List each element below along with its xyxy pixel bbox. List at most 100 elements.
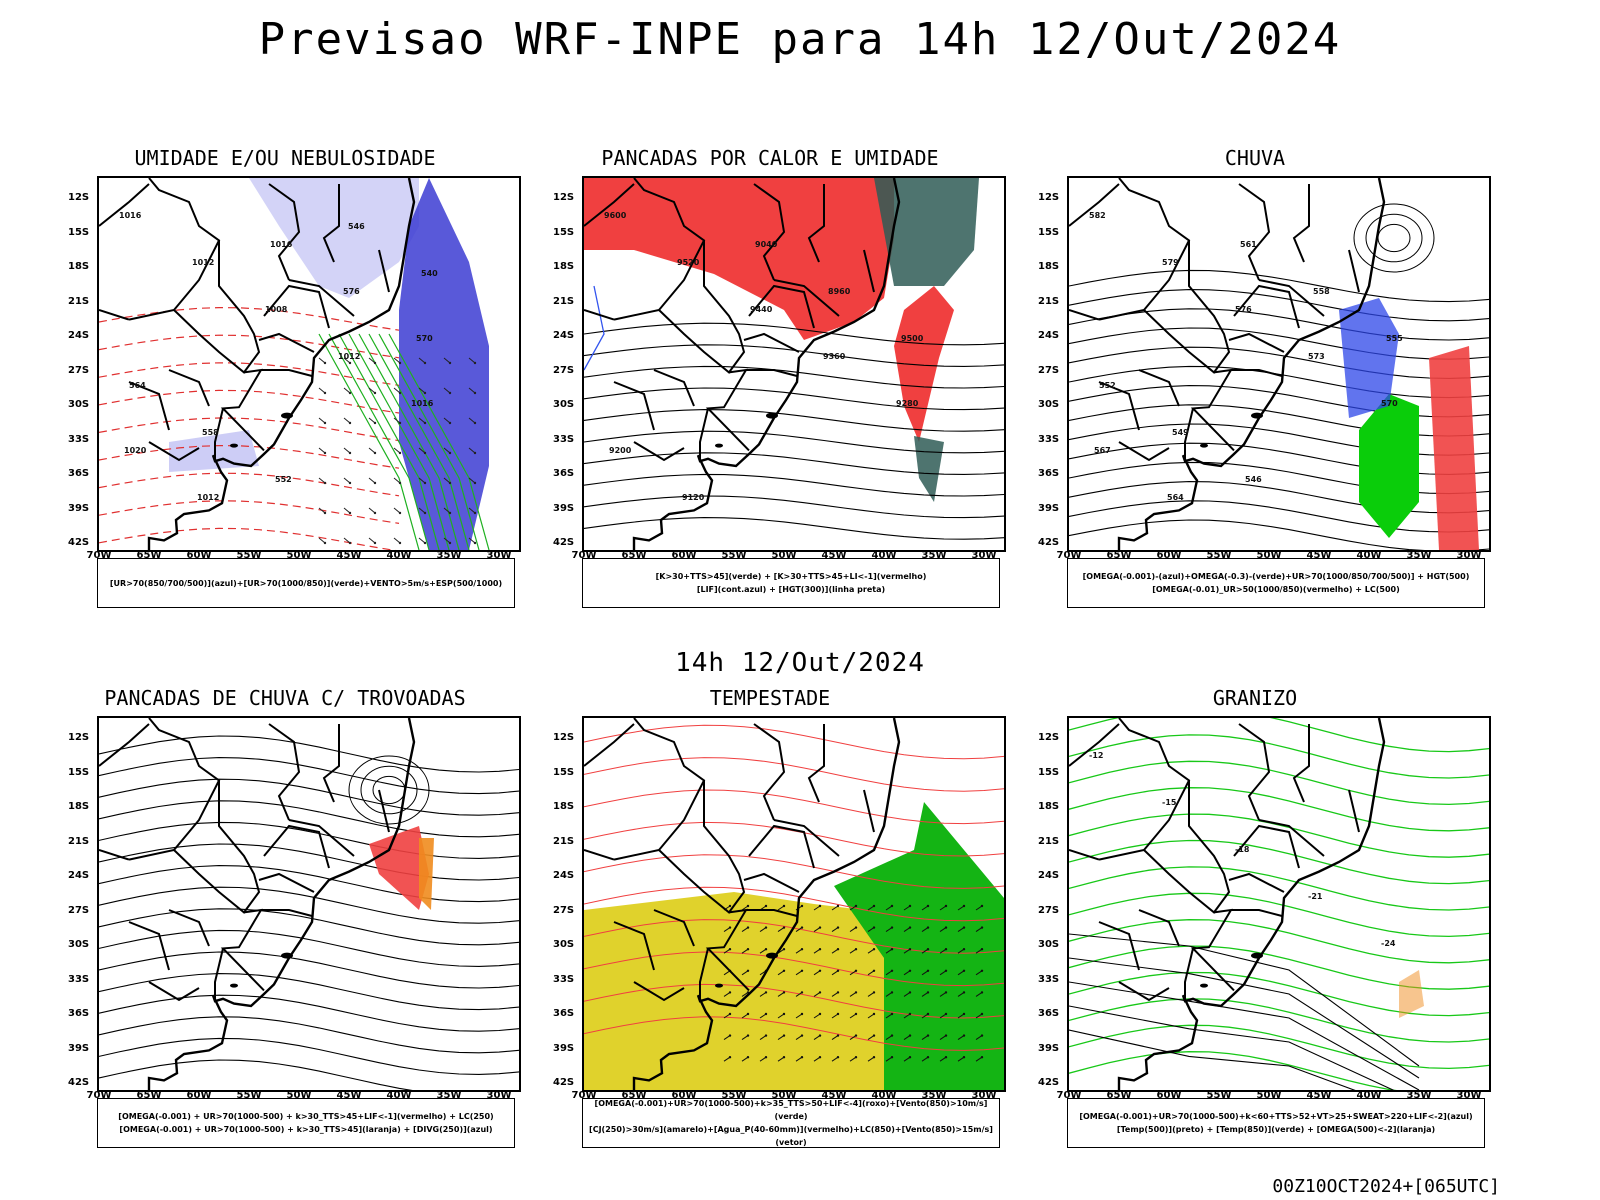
contour-label: 558 — [202, 428, 219, 437]
panel-pancadas-trovoadas: PANCADAS DE CHUVA C/ TROVOADAS 12S 15S 18S 2… — [50, 686, 521, 1166]
lon-tick-label: 50W — [286, 1090, 312, 1101]
lat-tick-label: 42S — [68, 1077, 90, 1088]
map-svg — [99, 718, 519, 1090]
lat-tick-label: 33S — [553, 433, 575, 445]
panel-chuva: CHUVA 582 579 576 573 570 567 564 561 558 555 552 54… — [1020, 146, 1491, 626]
legend-box: [OMEGA(-0.001)+UR>70(1000-500)+k>35_TTS>… — [582, 1098, 1000, 1148]
lon-tick-label: 40W — [386, 1090, 412, 1101]
lon-tick-label: 70W — [1056, 1090, 1082, 1101]
contour-label: 567 — [1094, 446, 1111, 455]
legend-text: [LIF](cont.azul) + [HGT(300)](linha pret… — [696, 585, 886, 594]
lat-tick-label: 42S — [553, 537, 575, 548]
contour-label: 540 — [421, 269, 438, 278]
contour-label: -15 — [1162, 798, 1177, 807]
lat-tick-label: 18S — [1038, 261, 1060, 272]
lat-tick-label: 39S — [68, 502, 90, 514]
lon-tick-label: 35W — [1406, 550, 1432, 561]
lat-tick-label: 12S — [553, 732, 575, 743]
lat-tick-label: 21S — [68, 295, 90, 307]
map-plot — [97, 716, 521, 1092]
contour-label: 1008 — [265, 305, 288, 314]
lat-tick-label: 15S — [553, 766, 575, 778]
legend-text: [UR>70(850/700/500)](azul)+[UR>70(1000/8… — [109, 578, 503, 588]
lon-tick-label: 30W — [486, 1090, 512, 1101]
lat-tick-label: 33S — [553, 973, 575, 985]
lon-tick-label: 50W — [286, 550, 312, 561]
lon-tick-label: 50W — [771, 550, 797, 561]
lon-tick-label: 60W — [1156, 1090, 1182, 1101]
lon-tick-label: 40W — [1356, 1090, 1382, 1101]
contour-label: 9600 — [604, 211, 627, 220]
contour-label: 9440 — [750, 305, 773, 314]
lat-tick-label: 36S — [1038, 1008, 1060, 1019]
contour-label: 1020 — [124, 446, 147, 455]
lon-tick-label: 70W — [86, 1090, 112, 1101]
lat-tick-label: 42S — [1038, 537, 1060, 548]
map-svg: 1016 1012 1008 1012 1016 1020 1012 1016 576 570 56… — [99, 178, 490, 550]
lat-tick-label: 30S — [1038, 399, 1060, 410]
legend-text: [OMEGA(-0.001)+UR>70(1000-500)+k>35_TTS>… — [594, 1099, 988, 1121]
lon-tick-label: 55W — [236, 1090, 262, 1101]
map-svg: -12 -15 -18 -21 -24 — [1069, 718, 1489, 1090]
lon-tick-label: 65W — [1106, 1090, 1132, 1101]
lat-tick-label: 39S — [68, 1042, 90, 1054]
lat-tick-label: 39S — [553, 502, 575, 514]
contour-label: 564 — [1167, 493, 1184, 502]
lon-tick-label: 65W — [136, 550, 162, 561]
lon-tick-label: 70W — [571, 550, 597, 561]
contour-label: -18 — [1235, 845, 1250, 854]
lon-tick-label: 35W — [921, 1090, 947, 1101]
lat-tick-label: 15S — [68, 766, 90, 778]
panel-pancadas-calor: PANCADAS POR CALOR E UMIDADE 9600 9520 9440… — [535, 146, 1006, 626]
lon-tick-label: 65W — [1106, 550, 1132, 561]
contour-label: 552 — [1099, 381, 1116, 390]
contour-label: 9040 — [755, 240, 778, 249]
lat-tick-label: 21S — [68, 835, 90, 847]
lon-tick-label: 30W — [971, 1090, 997, 1101]
contour-label: 1016 — [270, 240, 293, 249]
lon-tick-label: 40W — [386, 550, 412, 561]
contour-label: 1012 — [338, 352, 360, 361]
contour-label: 546 — [348, 222, 365, 231]
panel-title: TEMPESTADE — [709, 686, 831, 710]
map-plot: 1016 1012 1008 1012 1016 1020 1012 1016 576 570 56… — [97, 176, 521, 552]
lat-tick-label: 36S — [68, 1008, 90, 1019]
lat-tick-label: 15S — [1038, 226, 1060, 238]
lat-tick-label: 15S — [1038, 766, 1060, 778]
legend-text: [OMEGA(-0.001)+UR>70(1000-500)+k<60+TTS>… — [1079, 1112, 1473, 1121]
lon-tick-label: 60W — [186, 550, 212, 561]
lon-tick-label: 60W — [186, 1090, 212, 1101]
lat-tick-label: 12S — [68, 192, 90, 203]
contour-label: 552 — [275, 475, 292, 484]
legend-text: [Temp(500)](preto) + [Temp(850)](verde) … — [1116, 1125, 1436, 1134]
lon-tick-label: 30W — [1456, 550, 1482, 561]
lon-tick-label: 45W — [821, 1090, 847, 1101]
lat-tick-label: 18S — [68, 801, 90, 812]
contour-label: 9280 — [896, 399, 919, 408]
map-svg: 9600 9520 9440 9360 9280 9200 9120 9040 8960 9500 — [584, 178, 1004, 550]
lat-tick-label: 21S — [553, 295, 575, 307]
lon-tick-label: 60W — [1156, 550, 1182, 561]
panel-umidade: UMIDADE E/OU NEBULOSIDADE 1016 1012 1008 101… — [50, 146, 521, 626]
lat-tick-label: 30S — [1038, 939, 1060, 950]
contour-label: 570 — [416, 334, 433, 343]
legend-text: [OMEGA(-0.001) + UR>70(1000-500) + k>30_… — [119, 1125, 493, 1134]
contour-label: 1012 — [197, 493, 219, 502]
map-plot: 582 579 576 573 570 567 564 561 558 555 552 549 546 — [1067, 176, 1491, 552]
lat-tick-label: 36S — [68, 468, 90, 479]
map-plot — [582, 716, 1006, 1092]
lon-tick-label: 55W — [1206, 550, 1232, 561]
lat-tick-label: 33S — [1038, 433, 1060, 445]
lon-tick-label: 30W — [486, 550, 512, 561]
lat-tick-label: 24S — [553, 870, 575, 881]
map-plot: 9600 9520 9440 9360 9280 9200 9120 9040 8960 9500 — [582, 176, 1006, 552]
lat-tick-label: 42S — [553, 1077, 575, 1088]
lon-tick-label: 50W — [1256, 550, 1282, 561]
contour-label: 9500 — [901, 334, 924, 343]
lon-tick-label: 45W — [1306, 550, 1332, 561]
lat-tick-label: 30S — [553, 399, 575, 410]
lat-tick-label: 12S — [1038, 192, 1060, 203]
lon-tick-label: 30W — [971, 550, 997, 561]
lon-tick-label: 70W — [86, 550, 112, 561]
lat-tick-label: 42S — [68, 537, 90, 548]
